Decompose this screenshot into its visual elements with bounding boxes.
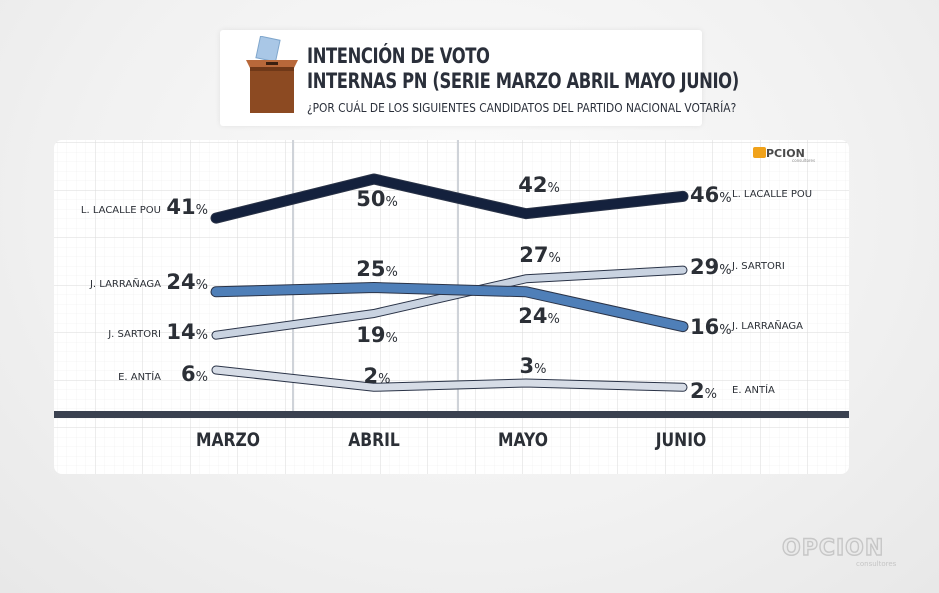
value-label-antia-mayo: 3% <box>520 354 547 378</box>
value-label-larranaga-marzo: 24% <box>166 270 208 294</box>
right-series-label-sartori: J. SARTORI <box>731 261 785 272</box>
value-label-lacalle-mayo: 42% <box>518 173 560 197</box>
title-card <box>220 30 702 126</box>
value-label-larranaga-abril: 25% <box>356 257 398 281</box>
series-line-antia <box>212 366 687 391</box>
right-series-label-antia: E. ANTÍA <box>732 383 775 396</box>
x-tick-label-abril: ABRIL <box>348 430 400 452</box>
left-series-label-antia: E. ANTÍA <box>118 370 161 383</box>
watermark-text: OPCION <box>781 535 885 561</box>
value-label-sartori-mayo: 27% <box>519 243 561 267</box>
watermark-subtext: consultores <box>856 560 897 568</box>
right-series-label-lacalle: L. LACALLE POU <box>732 189 812 200</box>
svg-text:consultores: consultores <box>792 158 815 163</box>
opcion-logo-small: PCION consultores <box>753 147 815 163</box>
chart-baseline <box>54 411 849 418</box>
x-tick-label-marzo: MARZO <box>196 430 260 452</box>
left-series-label-lacalle: L. LACALLE POU <box>81 205 161 216</box>
ballot-box-icon <box>246 36 298 113</box>
series-line-larranaga <box>211 283 688 332</box>
value-label-larranaga-junio: 16% <box>690 315 732 339</box>
value-label-antia-junio: 2% <box>690 379 717 403</box>
series-line-sartori <box>212 266 687 339</box>
value-label-lacalle-marzo: 41% <box>166 195 208 219</box>
chart-title: INTENCIÓN DE VOTO <box>307 44 490 68</box>
x-tick-label-mayo: MAYO <box>498 430 548 452</box>
opcion-watermark-logo: OPCION consultores <box>781 535 906 568</box>
value-label-larranaga-mayo: 24% <box>518 304 560 328</box>
value-label-sartori-abril: 19% <box>356 323 398 347</box>
x-tick-label-junio: JUNIO <box>655 430 706 452</box>
value-label-lacalle-abril: 50% <box>356 187 398 211</box>
left-series-label-sartori: J. SARTORI <box>107 329 161 340</box>
value-label-sartori-marzo: 14% <box>166 320 208 344</box>
survey-question: ¿POR CUÁL DE LOS SIGUIENTES CANDIDATOS D… <box>307 100 737 115</box>
right-series-label-larranaga: J. LARRAÑAGA <box>731 319 803 332</box>
value-label-antia-abril: 2% <box>364 364 391 388</box>
value-label-sartori-junio: 29% <box>690 255 732 279</box>
left-series-label-larranaga: J. LARRAÑAGA <box>89 277 161 290</box>
value-label-lacalle-junio: 46% <box>690 183 732 207</box>
svg-text:PCION: PCION <box>766 147 805 160</box>
value-label-antia-marzo: 6% <box>181 362 208 386</box>
series-line-lacalle <box>211 174 688 223</box>
chart-subtitle: INTERNAS PN (SERIE MARZO ABRIL MAYO JUNI… <box>307 69 739 93</box>
